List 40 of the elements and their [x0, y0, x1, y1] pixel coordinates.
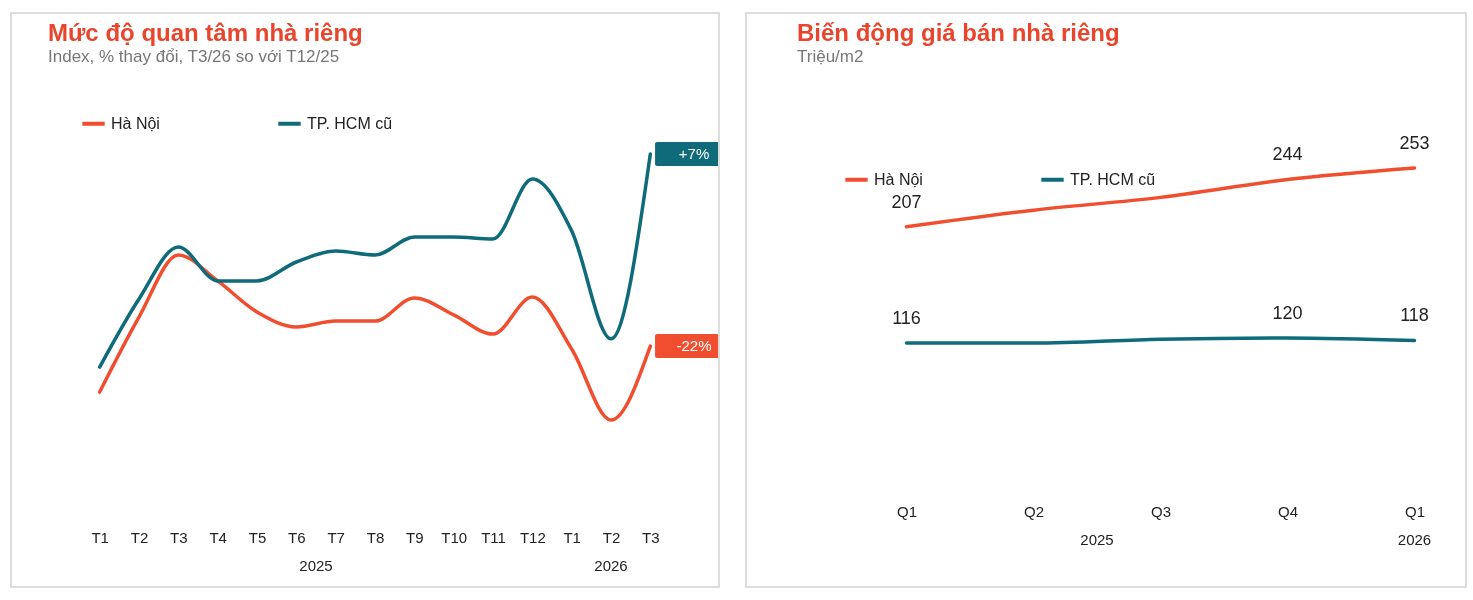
data-label: 244 [1272, 144, 1303, 165]
x-tick-label: T3 [642, 528, 660, 546]
chart-title: Mức độ quan tâm nhà riêng [48, 19, 363, 46]
x-tick-label: T11 [481, 528, 506, 546]
text: 2026 [1397, 531, 1432, 548]
x-tick-label: T12 [519, 528, 546, 546]
x-tick-label: T4 [209, 528, 227, 546]
data-label: 253 [1399, 133, 1430, 153]
x-tick-label: T5 [248, 528, 267, 546]
x-tick-label: Q3 [1150, 502, 1172, 520]
x-tick-label: T10 [441, 528, 468, 546]
data-label: 118 [1400, 305, 1429, 326]
text: 2025 [299, 557, 333, 574]
legend-label: TP. HCM cũ [307, 114, 393, 132]
x-tick-label: T1 [563, 528, 581, 546]
chart-subtitle: Triệu/m2 [797, 47, 864, 66]
x-tick-label: Q1 [1404, 502, 1426, 520]
x-tick-label: T3 [170, 528, 188, 546]
text: 2025 [1080, 531, 1114, 548]
x-tick-label: Q2 [1023, 502, 1045, 520]
data-label: 207 [891, 191, 922, 212]
x-tick-label: T1 [91, 528, 109, 546]
x-tick-label: T7 [327, 528, 345, 546]
x-tick-label: T2 [130, 528, 149, 546]
x-tick-label: T8 [366, 528, 385, 546]
text: +7% [678, 145, 710, 162]
data-label: 120 [1272, 302, 1303, 323]
x-tick-label: T9 [406, 528, 424, 546]
chart-subtitle: Index, % thay đổi, T3/26 so với T12/25 [48, 47, 340, 66]
x-tick-label: Q4 [1277, 502, 1299, 520]
x-tick-label: Q1 [896, 502, 918, 520]
x-tick-label: T2 [602, 528, 621, 546]
legend-label: TP. HCM cũ [1070, 170, 1156, 188]
text: 2026 [594, 557, 628, 574]
chart-title: Biến động giá bán nhà riêng [797, 19, 1120, 46]
x-tick-label: T6 [288, 528, 306, 546]
data-label: 116 [892, 308, 921, 328]
legend-label: Hà Nội [111, 114, 160, 132]
legend-label: Hà Nội [874, 170, 923, 188]
text: -22% [676, 337, 712, 355]
